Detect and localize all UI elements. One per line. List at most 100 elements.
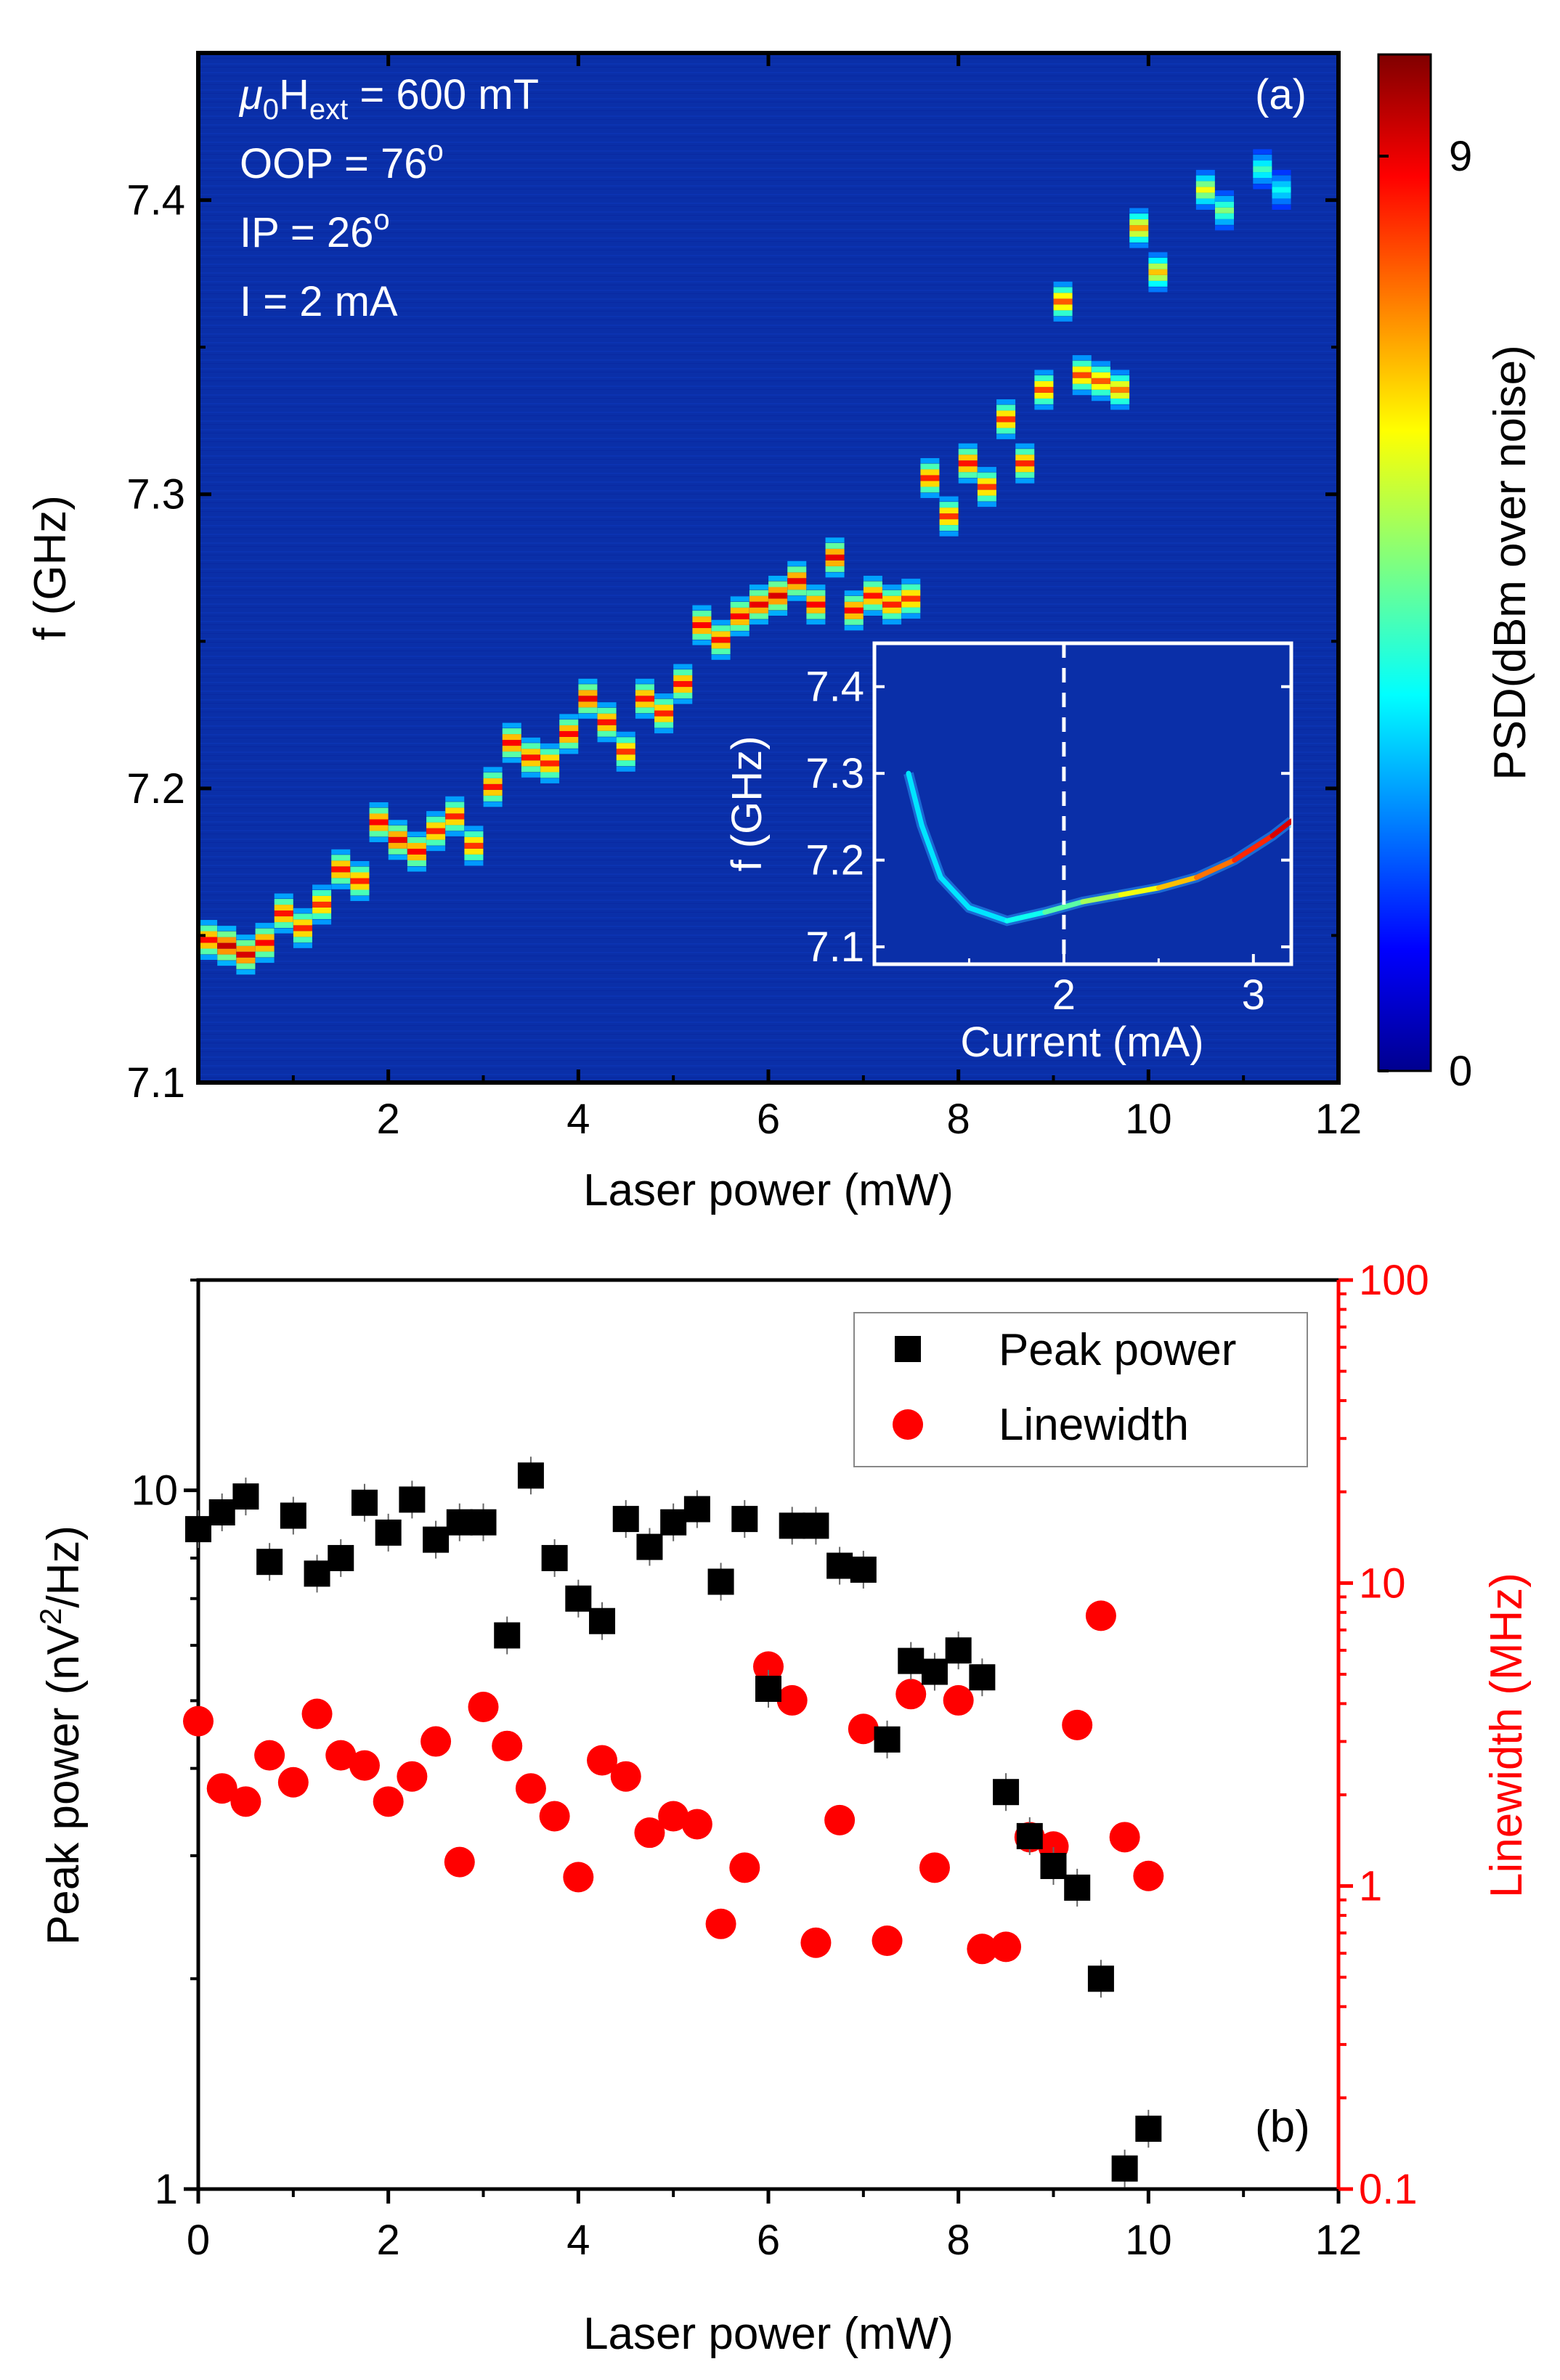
heatmap-cell: [901, 601, 921, 608]
heatmap-cell: [1253, 184, 1272, 189]
heatmap-cell: [1015, 443, 1035, 449]
heatmap-cell: [521, 766, 540, 773]
linewidth-point: [301, 1698, 333, 1729]
linewidth-point: [729, 1852, 760, 1883]
heatmap-cell: [692, 622, 712, 629]
heatmap-cell: [654, 728, 674, 734]
y-tick-left-label: 10: [131, 1467, 178, 1515]
heatmap-cell: [1053, 304, 1073, 311]
heatmap-cell: [1272, 181, 1291, 187]
inset-curve-segment: [1080, 892, 1124, 905]
heatmap-cell: [369, 819, 389, 826]
heatmap-cell: [597, 707, 617, 714]
heatmap-cell: [502, 746, 521, 752]
heatmap-cell: [578, 690, 598, 696]
heatmap-cell: [388, 825, 407, 831]
peak-power-point: [1111, 2155, 1138, 2182]
heatmap-cell: [1129, 243, 1149, 248]
peak-power-point: [1087, 1965, 1114, 1992]
heatmap-cell: [312, 901, 332, 908]
heatmap-cell: [502, 728, 521, 735]
heatmap-peak: [483, 767, 503, 807]
heatmap-cell: [616, 760, 635, 767]
heatmap-cell: [768, 581, 788, 587]
heatmap-cell: [350, 861, 370, 867]
heatmap-cell: [1053, 316, 1073, 322]
heatmap-cell: [559, 749, 579, 754]
heatmap-cell: [1091, 383, 1110, 390]
heatmap-cell: [692, 605, 712, 611]
heatmap-cell: [882, 607, 902, 614]
y-tick-right-label: 0.1: [1359, 2166, 1418, 2213]
heatmap-peak: [255, 923, 275, 963]
heatmap-cell: [920, 481, 940, 487]
panel-a-ticks: 2 4 6 8 10 12 7.1 7.2 7.3 7.4: [126, 52, 1362, 1143]
inset-curve-segment: [938, 875, 972, 910]
colorbar-tick-label: 9: [1449, 133, 1472, 180]
heatmap-cell: [331, 884, 351, 889]
heatmap-cell: [312, 889, 332, 896]
peak-power-point: [636, 1533, 663, 1560]
heatmap-cell: [711, 619, 731, 625]
heatmap-cell: [939, 513, 959, 520]
heatmap-peak: [407, 831, 426, 872]
heatmap-cell: [1110, 386, 1130, 393]
colorbar-tick-label: 0: [1449, 1048, 1472, 1095]
heatmap-cell: [464, 860, 484, 866]
heatmap-peak: [1072, 355, 1092, 396]
heatmap-cell: [369, 807, 389, 814]
x-tick-label: 10: [1125, 1096, 1172, 1143]
heatmap-cell: [293, 908, 312, 913]
heatmap-cell: [331, 872, 351, 879]
heatmap-peak: [654, 693, 674, 734]
heatmap-cell: [1148, 252, 1168, 258]
heatmap-cell: [1129, 225, 1149, 232]
heatmap-cell: [1148, 263, 1168, 269]
panel-b-x-axis-label: Laser power (mW): [583, 2309, 954, 2359]
inset-background: [872, 641, 1293, 966]
linewidth-point: [1085, 1600, 1116, 1631]
heatmap-cell: [559, 725, 579, 731]
heatmap-cell: [616, 766, 635, 772]
heatmap-cell: [255, 940, 275, 946]
heatmap-cell: [1072, 372, 1092, 378]
heatmap-peak: [882, 584, 902, 625]
heatmap-cell: [977, 484, 996, 490]
linewidth-point: [397, 1761, 428, 1792]
heatmap-cell: [1091, 396, 1110, 402]
peak-power-point: [945, 1637, 972, 1664]
heatmap-cell: [635, 713, 654, 719]
heatmap-cell: [673, 687, 693, 693]
heatmap-cell: [844, 613, 864, 619]
heatmap-cell: [502, 722, 521, 728]
heatmap-peak: [996, 399, 1016, 439]
panel-b-label: (b): [1255, 2102, 1310, 2152]
inset-y-tick-label: 7.2: [805, 837, 864, 884]
heatmap-peak: [521, 737, 540, 778]
heatmap-cell: [901, 584, 921, 590]
heatmap-cell: [502, 751, 521, 758]
heatmap-cell: [749, 601, 768, 608]
heatmap-cell: [445, 796, 465, 802]
heatmap-cell: [977, 467, 996, 473]
heatmap-cell: [977, 478, 996, 484]
linewidth-point: [230, 1786, 261, 1817]
linewidth-point: [468, 1691, 499, 1722]
heatmap-cell: [730, 631, 749, 637]
heatmap-cell: [350, 872, 370, 879]
heatmap-cell: [844, 590, 864, 596]
annotation-field-value: = 600 mT: [348, 71, 539, 118]
heatmap-cell: [996, 428, 1016, 434]
linewidth-point: [776, 1684, 808, 1716]
heatmap-cell: [901, 590, 921, 596]
annotation-oop-text: OOP = 76: [240, 140, 427, 187]
heatmap-cell: [1129, 219, 1149, 226]
heatmap-cell: [274, 905, 293, 911]
linewidth-point: [800, 1927, 832, 1958]
heatmap-cell: [369, 825, 389, 831]
heatmap-cell: [293, 919, 312, 926]
linewidth-point: [681, 1809, 712, 1840]
heatmap-cell: [331, 866, 351, 873]
legend-label-linewidth: Linewidth: [999, 1400, 1189, 1450]
